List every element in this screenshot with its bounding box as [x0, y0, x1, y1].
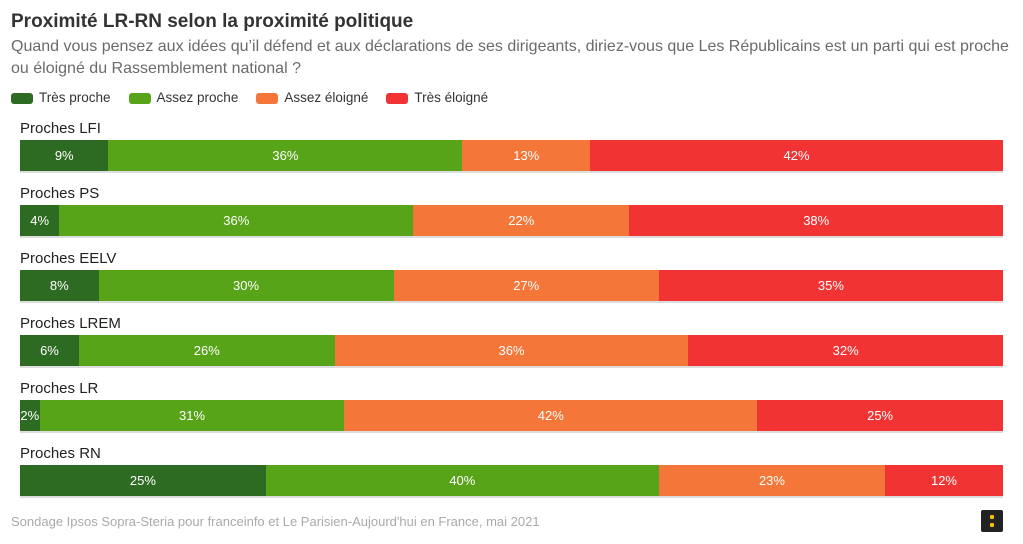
bar-row: Proches RN 25% 40% 23% 12% [20, 444, 1003, 498]
legend-label: Assez proche [156, 90, 239, 105]
bar-segment[interactable]: 26% [78, 335, 335, 366]
bar-segment[interactable]: 4% [20, 205, 60, 236]
legend-item[interactable]: Assez éloigné [256, 89, 368, 107]
legend-label: Très éloigné [414, 90, 489, 105]
bar-segment[interactable]: 2% [20, 400, 40, 431]
source-note: Sondage Ipsos Sopra-Steria pour francein… [11, 513, 540, 529]
bar-segment[interactable]: 36% [108, 140, 463, 171]
bar-segment[interactable]: 23% [658, 465, 886, 496]
bar-segment[interactable]: 13% [462, 140, 591, 171]
row-label: Proches LFI [20, 120, 101, 137]
bar-segment[interactable]: 27% [393, 270, 659, 301]
bar-segment[interactable]: 42% [590, 140, 1003, 171]
bar-segment[interactable]: 42% [344, 400, 758, 431]
stacked-bar: 6% 26% 36% 32% [20, 335, 1003, 368]
chart-area: Proches LFI 9% 36% 13% 42% Proches PS 4% 36% 22%… [20, 119, 1003, 498]
bar-segment[interactable]: 36% [59, 205, 414, 236]
row-label: Proches RN [20, 445, 101, 462]
bar-row: Proches EELV 8% 30% 27% 35% [20, 249, 1003, 303]
stacked-bar: 2% 31% 42% 25% [20, 400, 1003, 433]
row-label: Proches PS [20, 185, 100, 202]
footer: Sondage Ipsos Sopra-Steria pour francein… [11, 510, 1003, 532]
legend-swatch [256, 92, 279, 104]
chart-subtitle: Quand vous pensez aux idées qu’il défend… [11, 38, 1009, 77]
row-label: Proches LREM [20, 315, 121, 332]
bar-segment[interactable]: 40% [265, 465, 659, 496]
legend: Très proche Assez proche Assez éloigné Très… [11, 89, 1003, 107]
bar-segment[interactable]: 12% [885, 465, 1003, 496]
bar-segment[interactable]: 32% [688, 335, 1003, 366]
legend-item[interactable]: Très éloigné [386, 89, 488, 107]
bar-segment[interactable]: 36% [334, 335, 689, 366]
chart-title: Proximité LR-RN selon la proximité polit… [11, 11, 414, 32]
bar-segment[interactable]: 31% [39, 400, 345, 431]
bar-segment[interactable]: 35% [658, 270, 1003, 301]
legend-label: Assez éloigné [284, 90, 369, 105]
stacked-bar: 25% 40% 23% 12% [20, 465, 1003, 498]
legend-item[interactable]: Très proche [11, 89, 111, 107]
legend-swatch [128, 92, 151, 104]
bar-segment[interactable]: 38% [629, 205, 1003, 236]
bar-row: Proches LR 2% 31% 42% 25% [20, 379, 1003, 433]
legend-swatch [11, 92, 33, 104]
brand-logo-icon[interactable] [981, 510, 1003, 532]
bar-row: Proches LREM 6% 26% 36% 32% [20, 314, 1003, 368]
bar-segment[interactable]: 22% [413, 205, 630, 236]
stacked-bar: 9% 36% 13% 42% [20, 140, 1003, 173]
bar-segment[interactable]: 25% [20, 465, 266, 496]
bar-segment[interactable]: 30% [98, 270, 394, 301]
legend-swatch [386, 92, 409, 104]
stacked-bar: 8% 30% 27% 35% [20, 270, 1003, 303]
bar-row: Proches LFI 9% 36% 13% 42% [20, 119, 1003, 173]
row-label: Proches LR [20, 380, 99, 397]
bar-segment[interactable]: 25% [757, 400, 1003, 431]
legend-item[interactable]: Assez proche [128, 89, 239, 107]
bar-segment[interactable]: 6% [20, 335, 79, 366]
stacked-bar: 4% 36% 22% 38% [20, 205, 1003, 238]
bar-segment[interactable]: 9% [20, 140, 109, 171]
bar-row: Proches PS 4% 36% 22% 38% [20, 184, 1003, 238]
legend-label: Très proche [39, 90, 111, 105]
bar-segment[interactable]: 8% [20, 270, 99, 301]
row-label: Proches EELV [20, 250, 117, 267]
